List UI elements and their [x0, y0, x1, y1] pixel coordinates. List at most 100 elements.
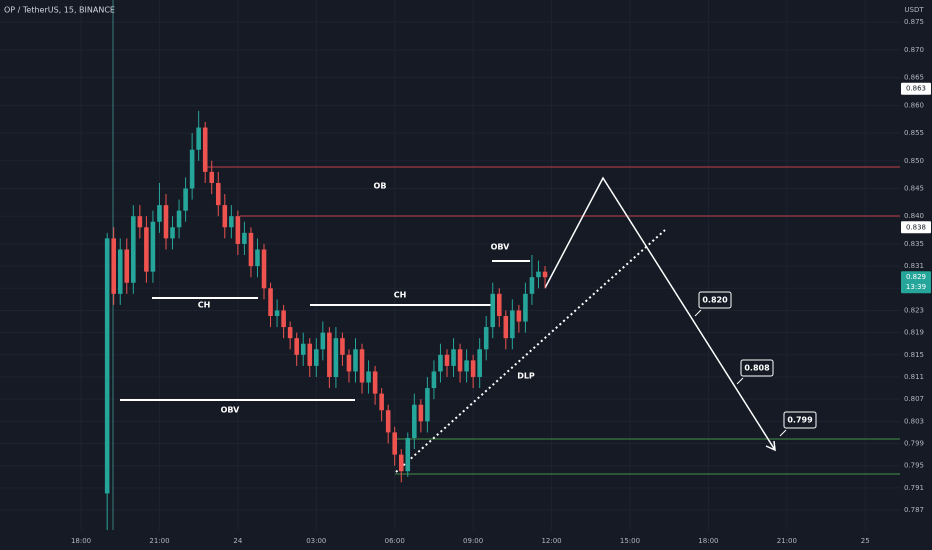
candle-body	[327, 332, 332, 377]
candles	[104, 110, 548, 533]
x-axis-panel	[0, 530, 932, 550]
candle-body	[425, 388, 430, 422]
candle-body	[117, 249, 123, 294]
y-tick-label: 0.815	[904, 351, 924, 359]
candle-body	[144, 227, 149, 272]
x-tick-label: 21:00	[777, 537, 797, 545]
countdown: 13:39	[906, 283, 926, 291]
y-tick-label: 0.795	[904, 462, 924, 470]
price-tag-label: 0.863	[906, 85, 926, 93]
candle-body	[529, 277, 535, 294]
y-tick-label: 0.835	[904, 240, 924, 248]
target-label: 0.808	[744, 364, 770, 373]
price-tag-label: 0.838	[906, 223, 926, 231]
candle-body	[457, 349, 463, 372]
target-pointer	[694, 309, 702, 317]
candle-body	[268, 288, 273, 317]
candle-body	[189, 149, 195, 189]
candle-body	[516, 310, 522, 322]
candle-body	[340, 338, 345, 355]
candle-body	[111, 238, 116, 294]
candle-body	[444, 354, 450, 366]
candle-body	[392, 432, 398, 455]
y-unit: USDT	[904, 6, 924, 14]
candle-body	[124, 249, 130, 283]
candle-body	[483, 327, 489, 350]
candle-body	[202, 127, 208, 172]
candle-body	[523, 293, 528, 322]
x-tick-label: 25	[861, 537, 870, 545]
chart-title: OP / TetherUS, 15, BINANCE	[4, 6, 115, 15]
y-tick-label: 0.811	[904, 373, 924, 381]
candle-body	[536, 271, 541, 278]
annotation: OB	[374, 182, 387, 191]
candle-body	[274, 310, 280, 317]
y-tick-label: 0.865	[904, 74, 924, 82]
annotation: CH	[394, 291, 407, 300]
target-label: 0.820	[702, 296, 728, 305]
x-tick-label: 24	[233, 537, 242, 545]
x-tick-label: 15:00	[620, 537, 640, 545]
candle-body	[510, 310, 515, 339]
y-tick-label: 0.787	[904, 506, 924, 514]
y-tick-label: 0.875	[904, 18, 924, 26]
candle-body	[255, 249, 260, 267]
candle-body	[287, 327, 293, 339]
candle-body	[503, 316, 509, 339]
y-tick-label: 0.850	[904, 157, 924, 165]
y-tick-label: 0.831	[904, 262, 924, 270]
candle-body	[490, 293, 496, 328]
y-tick-label: 0.860	[904, 101, 924, 109]
annotation: CH	[198, 301, 211, 310]
target-box	[698, 291, 732, 309]
candle-body	[150, 221, 156, 272]
candle-body	[346, 354, 352, 372]
candle-body	[157, 205, 162, 222]
price-tag-label: 0.829	[906, 273, 926, 281]
target-label: 0.799	[787, 416, 813, 425]
x-tick-label: 06:00	[385, 537, 405, 545]
y-tick-label: 0.791	[904, 484, 924, 492]
candle-body	[385, 410, 391, 433]
candle-body	[196, 127, 201, 150]
y-tick-label: 0.823	[904, 306, 924, 314]
y-tick-label: 0.819	[904, 329, 924, 337]
arrow-head	[765, 440, 776, 452]
candle-body	[412, 404, 417, 438]
projection-path	[544, 176, 776, 451]
candle-body	[542, 271, 548, 278]
price-tag	[901, 271, 931, 294]
price-tag	[901, 221, 931, 234]
candle-body	[242, 232, 247, 244]
candle-body	[438, 354, 443, 372]
candle-body	[379, 393, 384, 411]
y-tick-label: 0.807	[904, 395, 924, 403]
candle-body	[300, 343, 306, 355]
target-pointer	[779, 429, 787, 437]
candle-body	[353, 349, 358, 372]
candle-body	[215, 182, 221, 206]
candle-body	[470, 360, 476, 377]
axes: 0.875 0.870 0.865 0.860 0.855 0.850 0.845 0.840…	[71, 18, 931, 545]
x-tick-label: 18:00	[698, 537, 718, 545]
x-tick-label: 09:00	[463, 537, 483, 545]
candle-body	[405, 437, 411, 472]
y-tick-label: 0.855	[904, 129, 924, 137]
y-tick-label: 0.845	[904, 184, 924, 192]
candle-body	[176, 210, 182, 228]
y-tick-label: 0.840	[904, 212, 924, 220]
annotation: OBV	[491, 243, 511, 252]
target-box	[783, 411, 817, 429]
annotation: DLP	[517, 372, 535, 381]
annotation: OBV	[221, 406, 241, 415]
candle-body	[209, 171, 215, 183]
candle-body	[163, 205, 169, 239]
candle-body	[418, 404, 424, 422]
candle-body	[451, 349, 456, 366]
x-tick-label: 21:00	[149, 537, 169, 545]
candle-body	[314, 349, 319, 366]
candle-body	[372, 371, 378, 394]
candle-body	[229, 216, 234, 228]
candle-body	[359, 349, 365, 383]
